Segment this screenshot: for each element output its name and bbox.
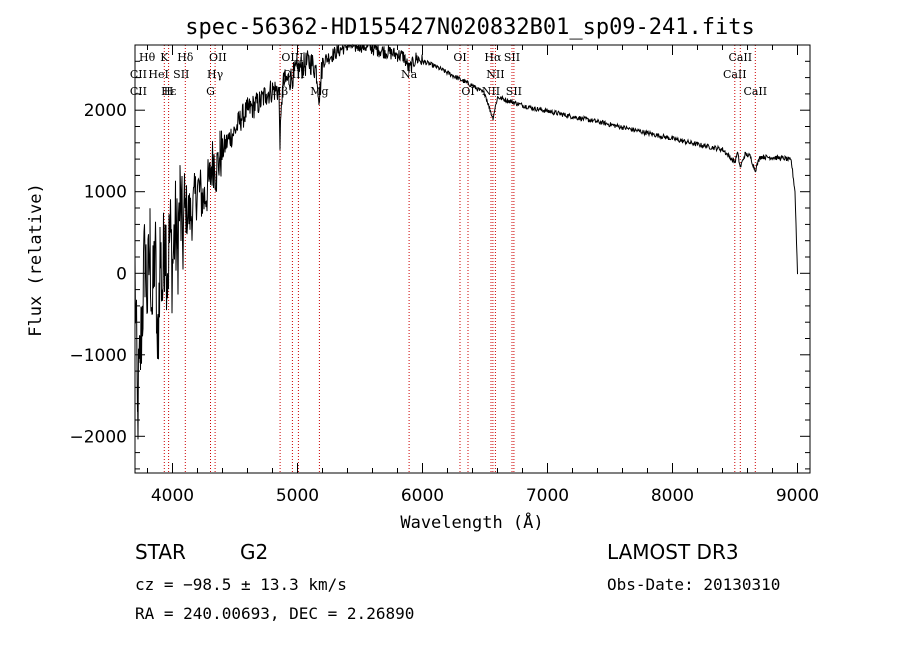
line-label: CaII: [728, 51, 752, 64]
object-subclass: G2: [240, 540, 268, 564]
spectrum-line: [134, 43, 798, 440]
line-label: Hγ: [207, 68, 224, 81]
y-axis-label: Flux (relative): [26, 183, 46, 337]
line-label: Hα: [484, 51, 502, 64]
y-tick-label: −2000: [69, 427, 127, 447]
line-label: Hδ: [177, 51, 194, 64]
x-tick-label: 6000: [401, 486, 444, 506]
line-label: NII: [482, 85, 500, 98]
line-label: CaII: [743, 85, 767, 98]
line-label: H: [164, 85, 174, 98]
line-label: SII: [506, 85, 522, 98]
y-tick-label: 0: [116, 264, 127, 284]
y-tick-label: 1000: [84, 183, 127, 203]
redshift-text: cz = −98.5 ± 13.3 km/s: [135, 575, 347, 594]
line-label: OI: [461, 85, 474, 98]
line-label: NII: [486, 68, 504, 81]
line-label: CII: [130, 85, 147, 98]
x-axis: 4000 5000 6000 7000 8000 9000: [147, 45, 819, 506]
line-label: K: [160, 51, 169, 64]
line-label: OIII: [281, 51, 303, 64]
x-tick-label: 4000: [151, 486, 194, 506]
line-markers: [163, 45, 756, 473]
line-label: G: [206, 85, 215, 98]
line-label: OII: [209, 51, 227, 64]
x-tick-label: 9000: [776, 486, 819, 506]
plot-frame: [134, 44, 811, 474]
chart-title: spec-56362-HD155427N020832B01_sp09-241.f…: [185, 15, 755, 40]
x-axis-label: Wavelength (Å): [400, 511, 543, 533]
line-label: Na: [401, 68, 418, 81]
obs-date: Obs-Date: 20130310: [607, 575, 780, 594]
object-class: STAR: [135, 540, 186, 564]
x-tick-label: 5000: [276, 486, 319, 506]
line-label: CII: [130, 68, 147, 81]
line-label: Hε: [161, 85, 177, 98]
line-label: Hθ: [139, 51, 156, 64]
y-axis: −2000 −1000 0 1000 2000: [69, 44, 810, 470]
line-label: SII: [173, 68, 189, 81]
x-tick-label: 8000: [651, 486, 694, 506]
coordinates-text: RA = 240.00693, DEC = 2.26890: [135, 604, 414, 623]
line-label: HeI: [148, 68, 168, 81]
y-tick-label: 2000: [84, 101, 127, 121]
line-label: SII: [504, 51, 520, 64]
survey-name: LAMOST DR3: [607, 540, 739, 564]
y-tick-label: −1000: [69, 346, 127, 366]
line-label: CaII: [723, 68, 747, 81]
line-label: OI: [453, 51, 466, 64]
x-tick-label: 7000: [526, 486, 569, 506]
